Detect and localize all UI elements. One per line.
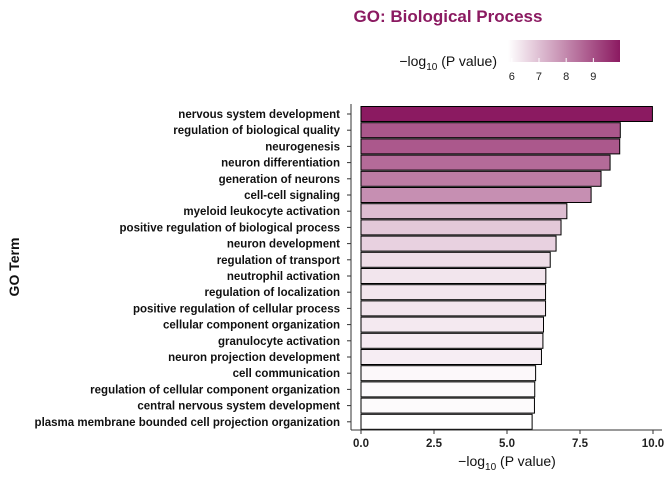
category-label: regulation of transport: [217, 255, 340, 267]
category-label: myeloid leukocyte activation: [183, 206, 340, 218]
x-tick-label: 7.5: [572, 438, 589, 450]
bar: [360, 300, 547, 317]
bar: [360, 316, 544, 333]
bar: [360, 251, 551, 268]
bar: [360, 349, 542, 365]
category-label: neuron development: [227, 239, 340, 251]
category-label: regulation of cellular component organiz…: [90, 384, 340, 396]
chart-title: GO: Biological Process: [354, 7, 543, 26]
bar: [360, 332, 544, 349]
category-label: central nervous system development: [137, 401, 340, 413]
legend-title-prefix: −log: [399, 53, 426, 69]
category-label: regulation of biological quality: [173, 125, 340, 137]
x-tick-label: 0.0: [353, 438, 369, 450]
category-label: plasma membrane bounded cell projection …: [35, 417, 340, 429]
bar: [360, 170, 602, 187]
x-axis-label-prefix: −log: [458, 453, 485, 469]
bar: [360, 381, 536, 398]
category-label: regulation of localization: [205, 287, 340, 299]
bar: [360, 203, 568, 220]
bar: [360, 122, 621, 139]
legend-ticks: 6 7 8 9: [509, 58, 596, 83]
category-label: cell communication: [233, 368, 340, 380]
bar: [360, 365, 537, 382]
legend-title: −log10 (P value): [399, 53, 497, 73]
legend-title-sub: 10: [426, 62, 438, 73]
x-axis-label-suffix: (P value): [496, 453, 556, 469]
legend-tick-label: 6: [509, 71, 515, 83]
legend-tick-label: 7: [536, 71, 542, 83]
category-label: nervous system development: [178, 109, 340, 121]
category-label: generation of neurons: [219, 174, 340, 186]
x-axis-label: −log10 (P value): [458, 453, 556, 473]
bar: [360, 219, 562, 236]
category-label: positive regulation of biological proces…: [120, 222, 340, 234]
category-labels: nervous system development regulation of …: [35, 109, 351, 429]
color-legend: −log10 (P value) 6 7 8 9: [399, 40, 620, 83]
category-label: neuron differentiation: [221, 158, 340, 170]
category-label: cellular component organization: [163, 320, 340, 332]
category-label: neurogenesis: [265, 141, 340, 153]
bar: [360, 235, 557, 252]
x-tick-label: 2.5: [426, 438, 443, 450]
category-label: positive regulation of cellular process: [133, 303, 340, 315]
bar: [360, 138, 621, 155]
bar: [360, 413, 533, 430]
x-axis-ticks: 0.0 2.5 5.0 7.5 10.0: [353, 430, 664, 450]
bar: [360, 154, 611, 171]
bar: [360, 268, 547, 284]
y-axis-label: GO Term: [6, 238, 22, 297]
legend-colorbar: [508, 40, 620, 62]
x-tick-label: 10.0: [642, 438, 664, 450]
bar: [360, 397, 535, 414]
bar: [360, 187, 592, 203]
bar: [360, 106, 653, 122]
category-label: cell-cell signaling: [244, 190, 340, 202]
x-tick-label: 5.0: [499, 438, 515, 450]
legend-tick-label: 9: [590, 71, 596, 83]
category-label: neuron projection development: [168, 352, 340, 364]
legend-tick-label: 8: [563, 71, 569, 83]
category-label: granulocyte activation: [218, 336, 340, 348]
bars: [360, 106, 653, 430]
bar: [360, 284, 547, 301]
x-axis-label-sub: 10: [485, 462, 497, 473]
legend-title-suffix: (P value): [437, 53, 497, 69]
category-label: neutrophil activation: [227, 271, 340, 283]
